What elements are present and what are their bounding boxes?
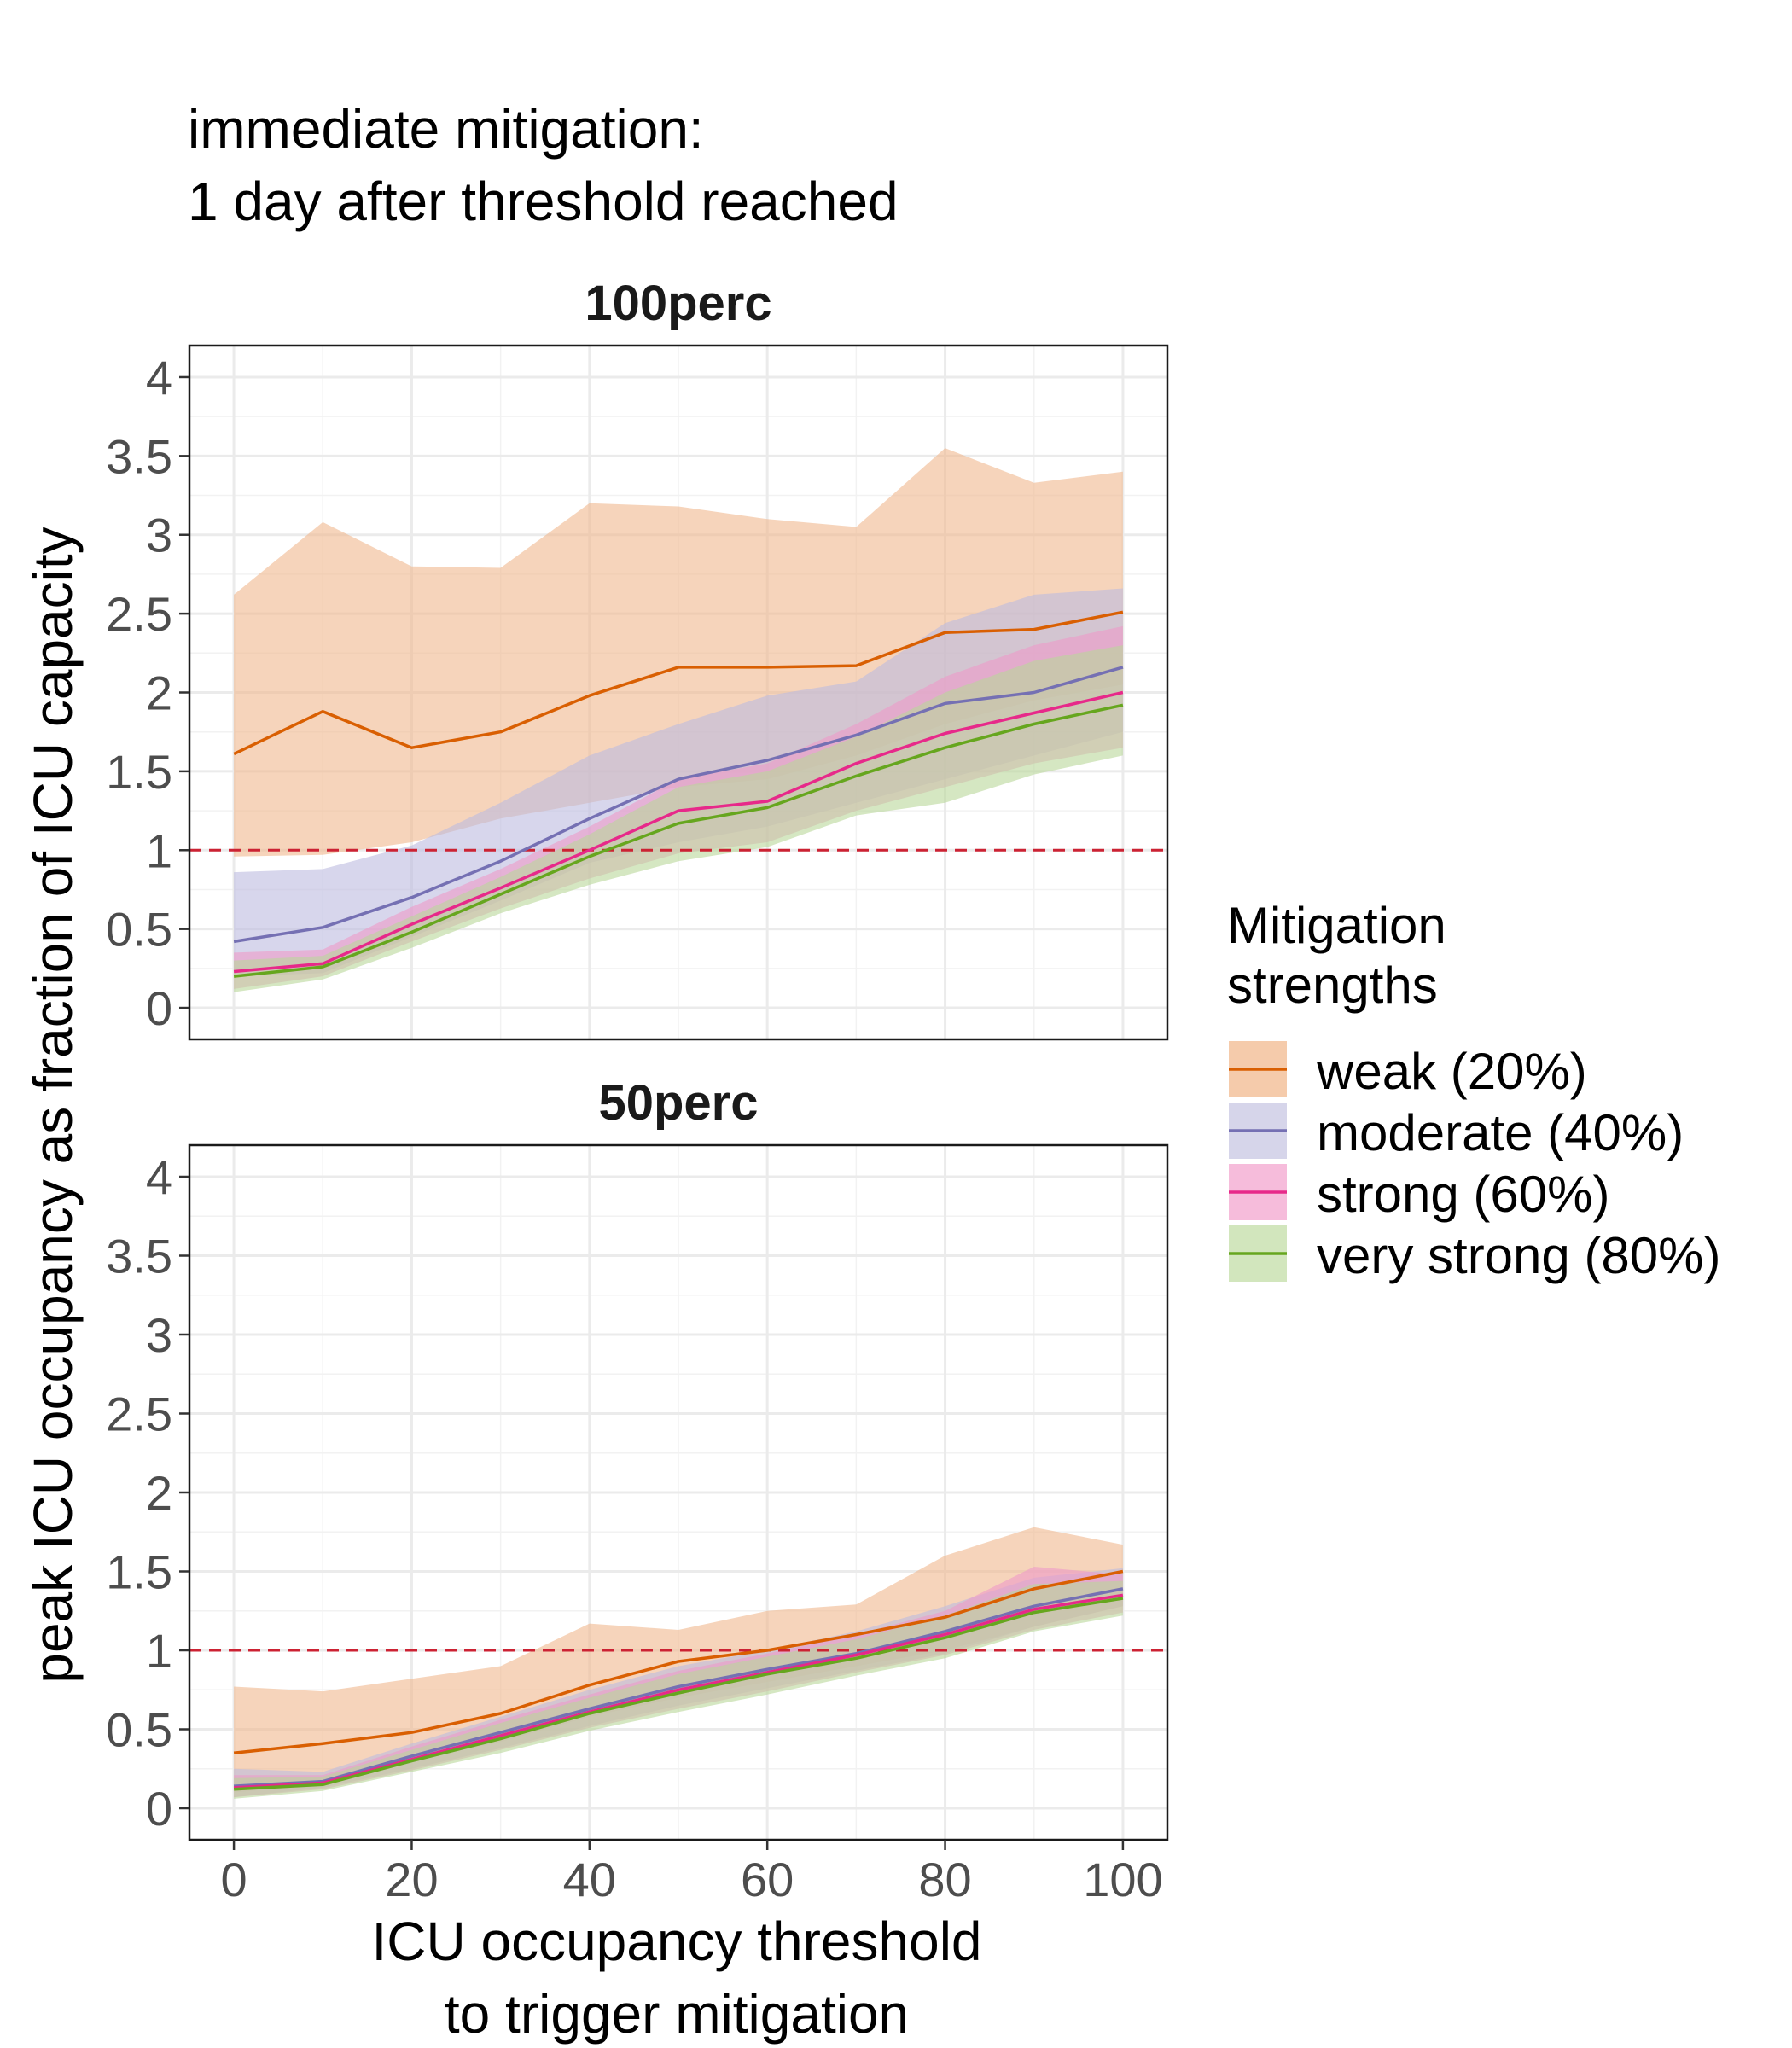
series-line-moderate [234,1587,1124,1788]
figure-title-line-2: 1 day after threshold reached [188,171,899,232]
legend-title-line-2: strengths [1227,957,1438,1014]
legend-entry-strong: strong (60%) [1229,1164,1609,1223]
series-line-very-strong [234,1597,1124,1791]
y-tick-label: 2 [146,1466,172,1520]
panel-title: 50perc [598,1075,758,1131]
x-axis: 0 20 40 60 80 100 [221,1840,1163,1906]
series-line-strong [233,690,1124,974]
series-line-weak [233,1569,1124,1755]
y-tick-label: 1 [146,1624,172,1678]
series-line-weak [233,610,1124,756]
legend-label-weak: weak (20%) [1316,1043,1587,1100]
legend-entry-very-strong: very strong (80%) [1229,1225,1721,1284]
legend-entry-moderate: moderate (40%) [1229,1103,1684,1161]
x-tick-label: 100 [1083,1853,1162,1906]
y-tick-label: 1 [146,823,172,877]
legend-label-very-strong: very strong (80%) [1317,1227,1721,1284]
series-lines [233,610,1124,978]
y-tick-label: 0.5 [106,903,172,957]
y-tick-label: 2.5 [106,587,172,641]
y-tick-label: 3.5 [106,429,172,483]
x-tick-label: 80 [918,1853,971,1906]
legend-label-moderate: moderate (40%) [1317,1104,1684,1161]
series-line-very-strong [233,703,1124,978]
y-tick-label: 1.5 [106,745,172,799]
ribbon-weak [234,1527,1123,1793]
y-tick-label: 0 [146,981,172,1035]
y-axis-label: peak ICU occupancy as fraction of ICU ca… [22,527,84,1683]
y-tick-label: 4 [146,1150,172,1204]
x-tick-label: 0 [221,1853,247,1906]
y-tick-label: 2 [146,666,172,720]
y-tick-label: 3.5 [106,1230,172,1283]
y-tick-label: 0 [146,1782,172,1836]
x-axis-label-line-2: to trigger mitigation [445,1983,909,2045]
panel-title: 100perc [585,276,771,331]
legend-title-line-1: Mitigation [1227,897,1446,954]
legend-label-strong: strong (60%) [1317,1166,1609,1223]
series-line-moderate [233,666,1124,944]
x-axis-label-line-1: ICU occupancy threshold [371,1911,981,1972]
x-tick-label: 20 [385,1853,438,1906]
panel-100perc: 100perc 0 0.5 1 1.5 2 2.5 3 3.5 4 [106,276,1169,1041]
x-tick-label: 40 [563,1853,616,1906]
y-axis: 0 0.5 1 1.5 2 2.5 3 3.5 4 [106,351,189,1035]
y-tick-label: 2.5 [106,1388,172,1441]
y-tick-label: 0.5 [106,1703,172,1757]
y-tick-label: 1.5 [106,1545,172,1599]
legend-entry-weak: weak (20%) [1229,1041,1587,1100]
y-tick-label: 4 [146,351,172,404]
x-tick-label: 60 [741,1853,794,1906]
y-tick-label: 3 [146,1308,172,1362]
y-axis: 0 0.5 1 1.5 2 2.5 3 3.5 4 [106,1150,189,1836]
ribbon-weak [234,448,1123,857]
series-line-strong [234,1593,1124,1789]
figure-title-line-1: immediate mitigation: [188,98,704,160]
series-lines [233,1569,1124,1791]
y-tick-label: 3 [146,509,172,562]
legend: Mitigation strengths weak (20%) moderate… [1227,897,1721,1284]
